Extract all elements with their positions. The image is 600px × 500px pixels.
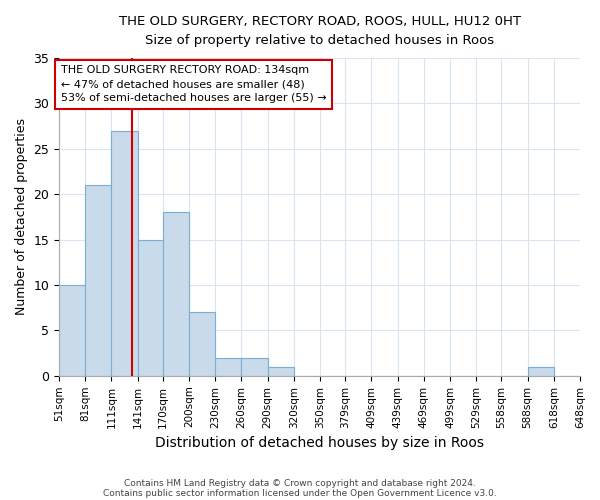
Bar (268, 366, 294, 376)
Bar (85, 185, 112, 376)
Bar (241, 358, 268, 376)
Bar (137, 240, 163, 376)
Bar (163, 212, 189, 376)
Text: THE OLD SURGERY RECTORY ROAD: 134sqm
← 47% of detached houses are smaller (48)
5: THE OLD SURGERY RECTORY ROAD: 134sqm ← 4… (61, 65, 326, 103)
Bar (112, 130, 137, 376)
Title: THE OLD SURGERY, RECTORY ROAD, ROOS, HULL, HU12 0HT
Size of property relative to: THE OLD SURGERY, RECTORY ROAD, ROOS, HUL… (119, 15, 521, 47)
Bar (189, 312, 215, 376)
Bar (215, 358, 241, 376)
Text: Contains public sector information licensed under the Open Government Licence v3: Contains public sector information licen… (103, 488, 497, 498)
X-axis label: Distribution of detached houses by size in Roos: Distribution of detached houses by size … (155, 436, 484, 450)
Y-axis label: Number of detached properties: Number of detached properties (15, 118, 28, 316)
Bar (527, 366, 554, 376)
Bar (59, 285, 85, 376)
Text: Contains HM Land Registry data © Crown copyright and database right 2024.: Contains HM Land Registry data © Crown c… (124, 478, 476, 488)
